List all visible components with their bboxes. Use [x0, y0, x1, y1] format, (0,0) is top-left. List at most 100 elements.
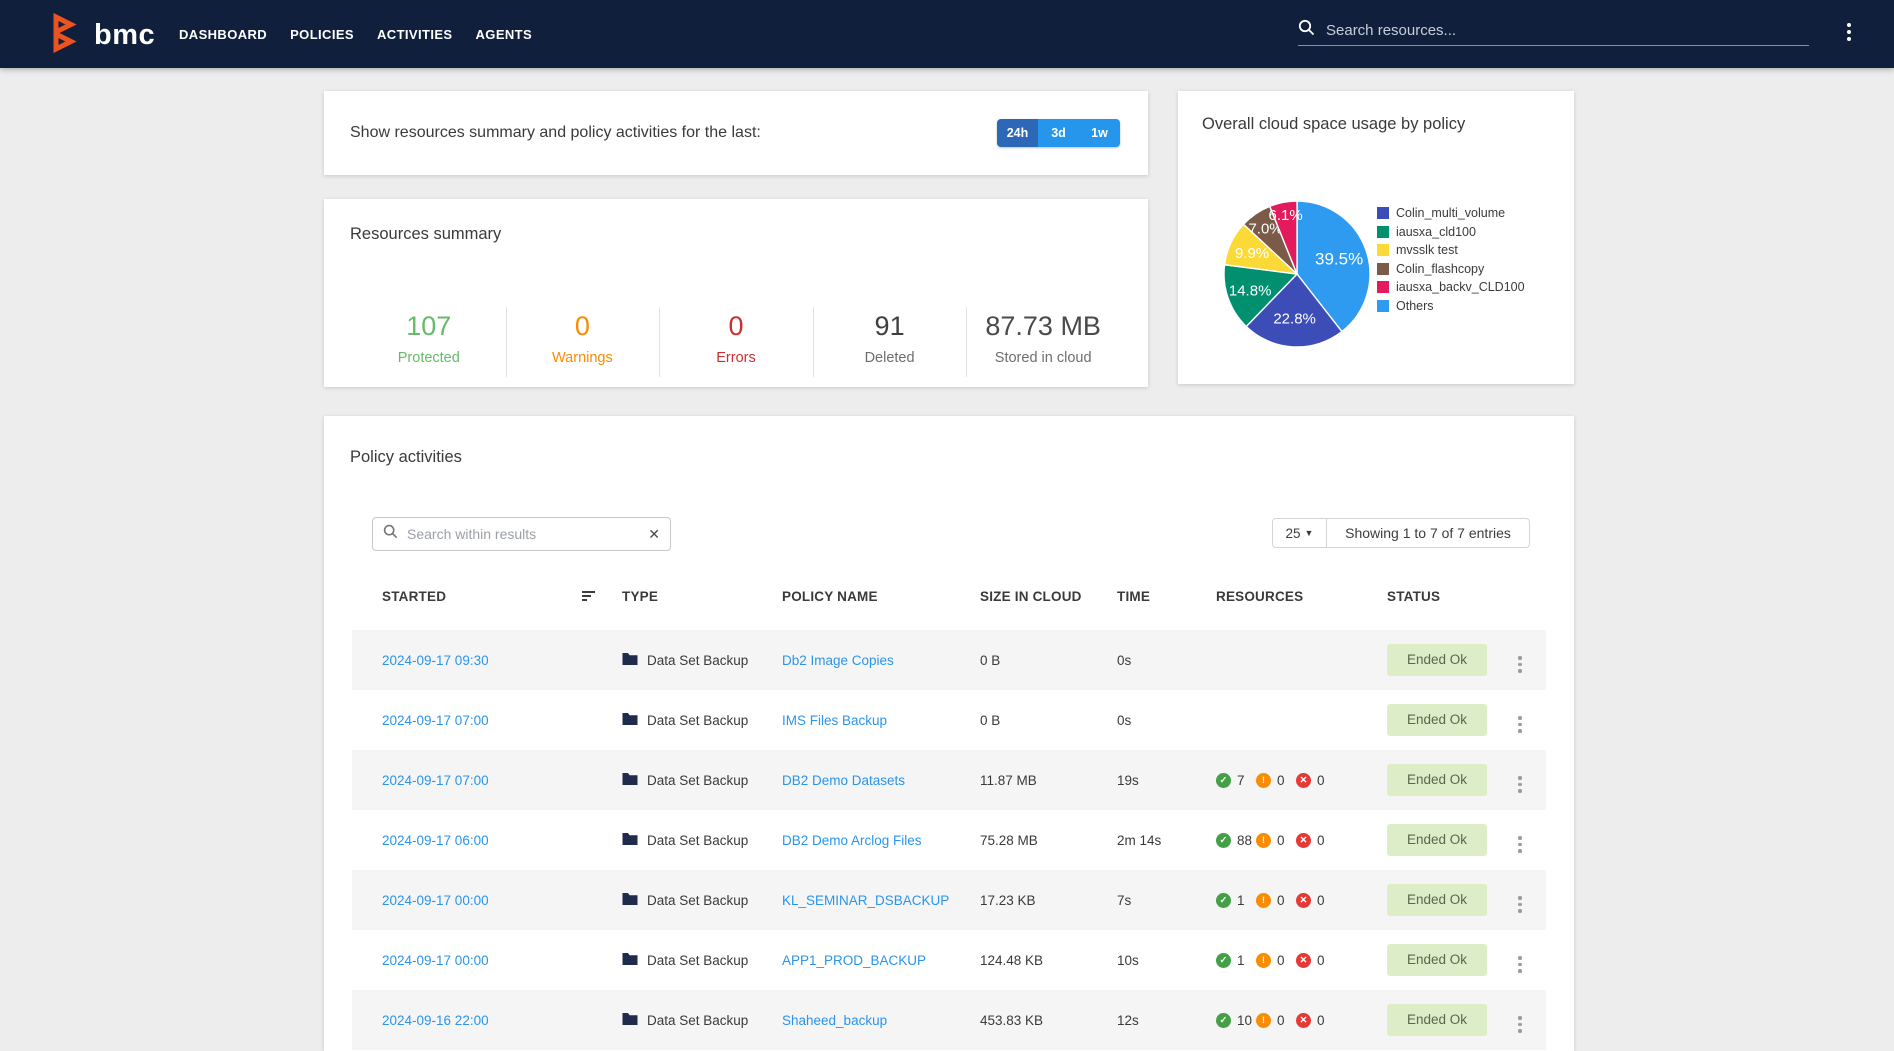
- bmc-logo[interactable]: bmc: [46, 13, 155, 58]
- warning-count-icon: !: [1256, 773, 1271, 788]
- navbar-menu-kebab-icon[interactable]: [1847, 23, 1851, 41]
- legend-item: mvsslk test: [1377, 244, 1525, 257]
- warning-count-icon: !: [1256, 893, 1271, 908]
- policy-link[interactable]: Shaheed_backup: [782, 1013, 887, 1028]
- search-icon: [383, 524, 407, 544]
- summary-stat: 87.73 MB Stored in cloud: [966, 299, 1120, 383]
- type-label: Data Set Backup: [647, 653, 748, 668]
- global-search: [1298, 15, 1809, 46]
- table-row: 2024-09-17 06:00 Data Set Backup DB2 Dem…: [352, 810, 1546, 870]
- pie-slice-label: 39.5%: [1315, 250, 1363, 269]
- row-menu-kebab-icon[interactable]: [1518, 716, 1522, 733]
- column-header-resources: RESOURCES: [1216, 589, 1380, 604]
- page-size-value: 25: [1286, 526, 1301, 541]
- started-link[interactable]: 2024-09-17 07:00: [382, 713, 489, 728]
- nav-item-dashboard[interactable]: DASHBOARD: [179, 27, 267, 42]
- ok-count: 1: [1237, 893, 1245, 908]
- ok-count-icon: ✓: [1216, 833, 1231, 848]
- row-menu-kebab-icon[interactable]: [1518, 836, 1522, 853]
- table-header-row: STARTED TYPE POLICY NAME SIZE IN CLOUD T…: [352, 562, 1546, 630]
- row-menu-kebab-icon[interactable]: [1518, 956, 1522, 973]
- warning-count-icon: !: [1256, 833, 1271, 848]
- cloud-usage-card: Overall cloud space usage by policy 39.5…: [1178, 91, 1574, 384]
- size-value: 17.23 KB: [980, 893, 1117, 908]
- policy-link[interactable]: APP1_PROD_BACKUP: [782, 953, 926, 968]
- nav-item-policies[interactable]: POLICIES: [290, 27, 354, 42]
- page-size-dropdown[interactable]: 25 ▼: [1272, 518, 1327, 548]
- size-value: 0 B: [980, 713, 1117, 728]
- size-value: 11.87 MB: [980, 773, 1117, 788]
- search-resources-input[interactable]: [1326, 22, 1809, 39]
- policy-link[interactable]: KL_SEMINAR_DSBACKUP: [782, 893, 949, 908]
- cloud-usage-title: Overall cloud space usage by policy: [1202, 115, 1465, 134]
- row-menu-kebab-icon[interactable]: [1518, 656, 1522, 673]
- summary-stat: 91 Deleted: [813, 299, 967, 383]
- started-link[interactable]: 2024-09-16 22:00: [382, 1013, 489, 1028]
- warning-count: 0: [1277, 1013, 1285, 1028]
- clear-search-icon[interactable]: ✕: [648, 527, 660, 541]
- resources-cell: ✓88 !0 ✕0: [1216, 833, 1380, 848]
- table-row: 2024-09-17 07:00 Data Set Backup DB2 Dem…: [352, 750, 1546, 810]
- row-menu-kebab-icon[interactable]: [1518, 896, 1522, 913]
- folder-icon: [622, 1012, 638, 1029]
- time-value: 12s: [1117, 1013, 1216, 1028]
- time-range-option-3d[interactable]: 3d: [1038, 119, 1079, 147]
- row-menu-kebab-icon[interactable]: [1518, 776, 1522, 793]
- summary-stat: 107 Protected: [352, 299, 506, 383]
- folder-icon: [622, 832, 638, 849]
- search-within-results-input[interactable]: [407, 526, 648, 542]
- top-navbar: bmc DASHBOARD POLICIES ACTIVITIES AGENTS: [0, 0, 1894, 68]
- policy-link[interactable]: IMS Files Backup: [782, 713, 887, 728]
- chevron-down-icon: ▼: [1305, 528, 1314, 538]
- search-icon: [1298, 19, 1326, 41]
- stat-value: 87.73 MB: [966, 311, 1120, 341]
- stat-value: 0: [659, 311, 813, 341]
- time-value: 7s: [1117, 893, 1216, 908]
- started-link[interactable]: 2024-09-17 06:00: [382, 833, 489, 848]
- folder-icon: [622, 712, 638, 729]
- started-link[interactable]: 2024-09-17 00:00: [382, 893, 489, 908]
- stat-label: Errors: [659, 350, 813, 366]
- row-menu-kebab-icon[interactable]: [1518, 1016, 1522, 1033]
- table-controls: 25 ▼ Showing 1 to 7 of 7 entries: [1272, 518, 1530, 548]
- warning-count: 0: [1277, 953, 1285, 968]
- stat-value: 91: [813, 311, 967, 341]
- ok-count: 88: [1237, 833, 1252, 848]
- table-row: 2024-09-17 00:00 Data Set Backup KL_SEMI…: [352, 870, 1546, 930]
- time-filter-label: Show resources summary and policy activi…: [350, 124, 761, 142]
- legend-swatch: [1377, 263, 1389, 275]
- time-range-option-24h[interactable]: 24h: [997, 119, 1038, 147]
- stat-label: Deleted: [813, 350, 967, 366]
- started-link[interactable]: 2024-09-17 00:00: [382, 953, 489, 968]
- column-header-type: TYPE: [622, 589, 782, 604]
- status-badge: Ended Ok: [1387, 704, 1487, 736]
- sort-icon[interactable]: [582, 591, 595, 601]
- started-link[interactable]: 2024-09-17 09:30: [382, 653, 489, 668]
- stat-label: Protected: [352, 350, 506, 366]
- time-range-toggle: 24h3d1w: [997, 119, 1120, 147]
- time-range-option-1w[interactable]: 1w: [1079, 119, 1120, 147]
- main-nav: DASHBOARD POLICIES ACTIVITIES AGENTS: [179, 0, 532, 68]
- resources-summary-card: Resources summary 107 Protected 0 Warnin…: [324, 199, 1148, 387]
- policy-link[interactable]: Db2 Image Copies: [782, 653, 894, 668]
- error-count: 0: [1317, 773, 1325, 788]
- warning-count-icon: !: [1256, 953, 1271, 968]
- resources-cell: ✓1 !0 ✕0: [1216, 893, 1380, 908]
- status-badge: Ended Ok: [1387, 1004, 1487, 1036]
- time-value: 0s: [1117, 713, 1216, 728]
- nav-item-agents[interactable]: AGENTS: [476, 27, 533, 42]
- time-value: 10s: [1117, 953, 1216, 968]
- warning-count-icon: !: [1256, 1013, 1271, 1028]
- started-link[interactable]: 2024-09-17 07:00: [382, 773, 489, 788]
- nav-item-activities[interactable]: ACTIVITIES: [377, 27, 453, 42]
- folder-icon: [622, 772, 638, 789]
- column-header-started[interactable]: STARTED: [352, 589, 622, 604]
- column-header-size-in-cloud: SIZE IN CLOUD: [980, 589, 1117, 604]
- policy-link[interactable]: DB2 Demo Arclog Files: [782, 833, 922, 848]
- time-value: 19s: [1117, 773, 1216, 788]
- status-badge: Ended Ok: [1387, 824, 1487, 856]
- column-header-time: TIME: [1117, 589, 1216, 604]
- ok-count-icon: ✓: [1216, 953, 1231, 968]
- policy-link[interactable]: DB2 Demo Datasets: [782, 773, 905, 788]
- showing-entries-label: Showing 1 to 7 of 7 entries: [1327, 518, 1530, 548]
